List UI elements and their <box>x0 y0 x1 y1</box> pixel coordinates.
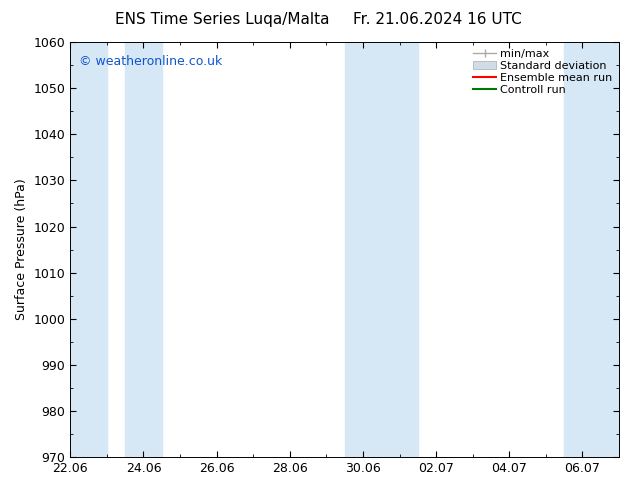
Text: ENS Time Series Luqa/Malta: ENS Time Series Luqa/Malta <box>115 12 329 27</box>
Text: Fr. 21.06.2024 16 UTC: Fr. 21.06.2024 16 UTC <box>353 12 522 27</box>
Bar <box>70 42 107 457</box>
Bar <box>345 42 418 457</box>
Text: © weatheronline.co.uk: © weatheronline.co.uk <box>79 54 222 68</box>
Bar <box>125 42 162 457</box>
Legend: min/max, Standard deviation, Ensemble mean run, Controll run: min/max, Standard deviation, Ensemble me… <box>470 46 616 98</box>
Bar <box>564 42 619 457</box>
Y-axis label: Surface Pressure (hPa): Surface Pressure (hPa) <box>15 179 28 320</box>
